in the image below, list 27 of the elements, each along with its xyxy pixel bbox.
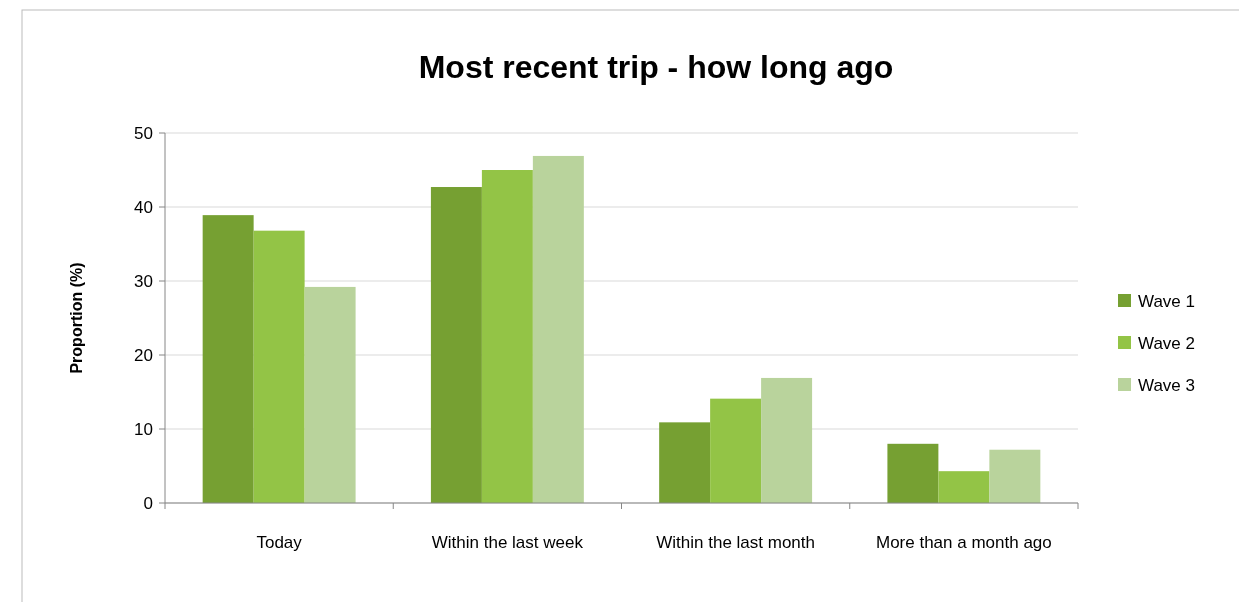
x-tick-label: Within the last month xyxy=(656,533,815,552)
bar xyxy=(938,471,990,503)
bar xyxy=(253,230,305,503)
bar xyxy=(202,215,254,503)
x-tick-label: Today xyxy=(256,533,303,552)
y-tick-label: 20 xyxy=(134,345,153,365)
y-axis-title: Proportion (%) xyxy=(68,262,85,374)
bar xyxy=(532,155,584,503)
legend-label: Wave 3 xyxy=(1138,375,1196,395)
bar xyxy=(481,170,533,503)
bar xyxy=(304,286,356,503)
bar xyxy=(659,422,711,503)
y-tick-label: 10 xyxy=(134,419,153,439)
bar xyxy=(430,187,482,503)
bar xyxy=(887,443,939,503)
y-tick-label: 30 xyxy=(134,271,153,291)
y-tick-label: 50 xyxy=(134,123,153,143)
chart-title: Most recent trip - how long ago xyxy=(418,49,894,85)
legend-label: Wave 1 xyxy=(1138,291,1196,311)
bar xyxy=(989,449,1041,503)
y-tick-label: 0 xyxy=(143,493,153,513)
y-tick-label: 40 xyxy=(134,197,153,217)
bar xyxy=(761,377,813,503)
bar xyxy=(710,398,762,503)
x-tick-label: Within the last week xyxy=(431,533,584,552)
legend-label: Wave 2 xyxy=(1138,333,1196,353)
x-tick-label: More than a month ago xyxy=(875,533,1052,552)
